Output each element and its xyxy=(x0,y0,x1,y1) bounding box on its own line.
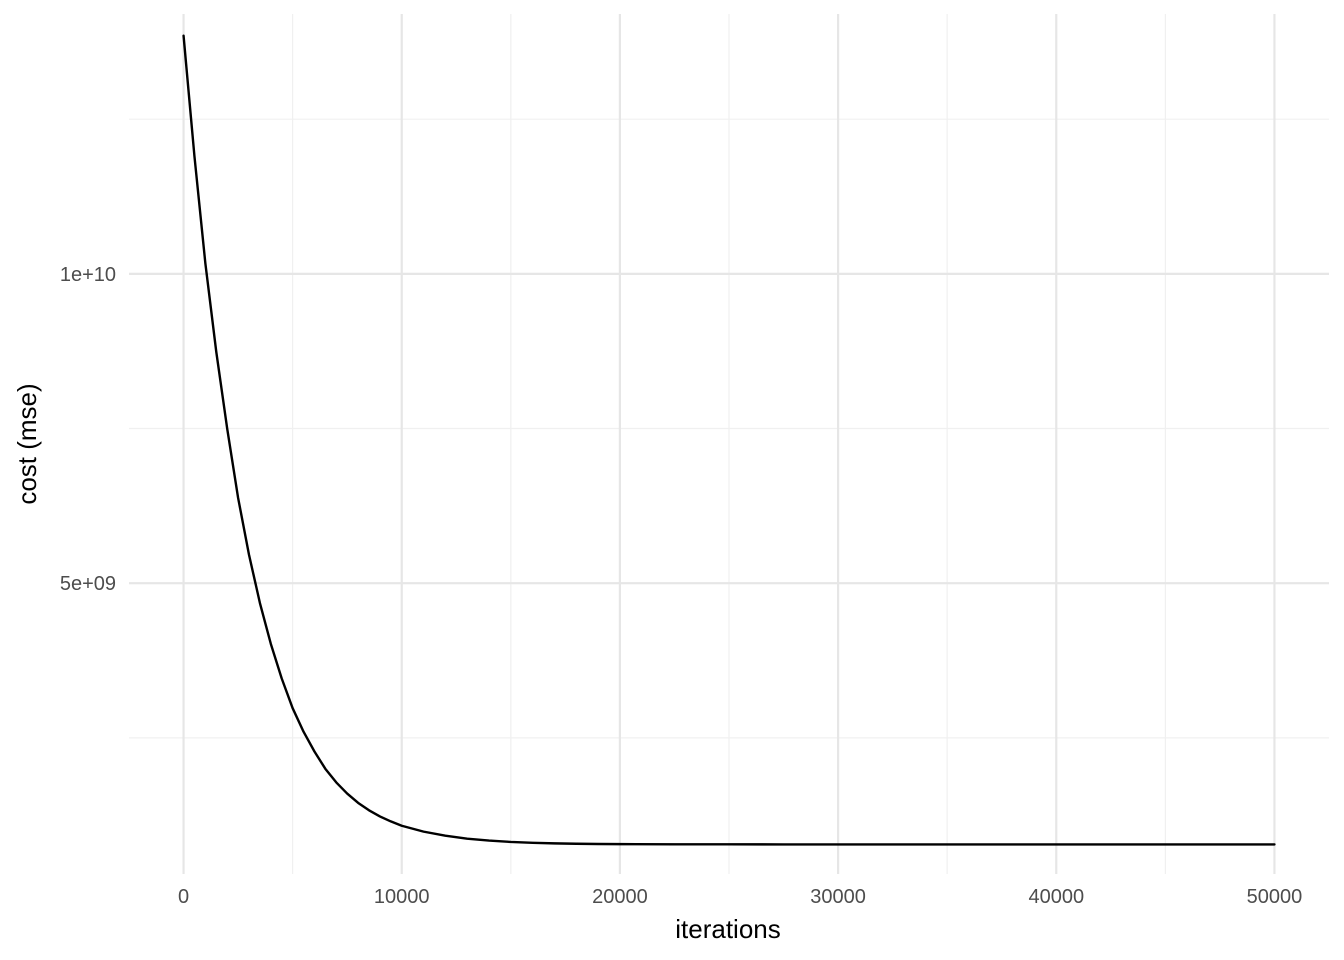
x-tick-label: 10000 xyxy=(374,886,430,908)
y-axis-title: cost (mse) xyxy=(12,383,42,504)
x-axis-title: iterations xyxy=(675,914,781,944)
x-tick-label: 50000 xyxy=(1247,886,1303,908)
y-tick-label: 5e+09 xyxy=(60,573,116,595)
series-layer xyxy=(182,34,1276,846)
y-tick-label: 1e+10 xyxy=(60,264,116,286)
major-grid xyxy=(129,14,1329,874)
tick-labels: 0 10000 20000 30000 40000 50000 5e+09 1e+10 xyxy=(60,264,1302,908)
x-tick-label: 20000 xyxy=(592,886,648,908)
minor-grid xyxy=(129,14,1329,874)
x-tick-label: 30000 xyxy=(810,886,866,908)
x-tick-label: 0 xyxy=(178,886,189,908)
x-tick-label: 40000 xyxy=(1028,886,1084,908)
cost-series-line xyxy=(182,34,1276,846)
